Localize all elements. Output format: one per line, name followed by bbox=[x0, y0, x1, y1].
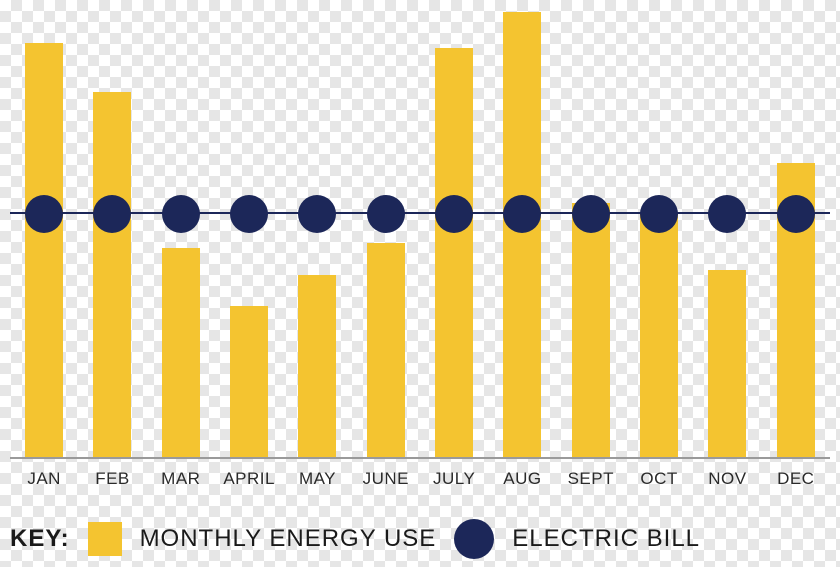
marker-oct bbox=[640, 195, 678, 233]
bar-june bbox=[367, 243, 405, 457]
page: JAN FEB MAR APRIL MAY JUNE JULY AUG SEPT… bbox=[0, 0, 840, 567]
xlabel: NOV bbox=[693, 469, 761, 489]
bar-mar bbox=[162, 248, 200, 457]
energy-chart: JAN FEB MAR APRIL MAY JUNE JULY AUG SEPT… bbox=[10, 14, 830, 489]
xlabel: SEPT bbox=[557, 469, 625, 489]
marker-mar bbox=[162, 195, 200, 233]
bar-sept bbox=[572, 203, 610, 457]
xlabel: OCT bbox=[625, 469, 693, 489]
legend-circle-label: ELECTRIC BILL bbox=[512, 525, 700, 553]
legend-swatch-circle bbox=[454, 519, 494, 559]
xlabel: JULY bbox=[420, 469, 488, 489]
bar-april bbox=[230, 306, 268, 457]
legend-key-label: KEY: bbox=[10, 525, 70, 553]
xlabel: AUG bbox=[488, 469, 556, 489]
xlabel: JUNE bbox=[352, 469, 420, 489]
marker-feb bbox=[93, 195, 131, 233]
bar-aug bbox=[503, 12, 541, 457]
bar-may bbox=[298, 275, 336, 457]
marker-may bbox=[298, 195, 336, 233]
chart-legend: KEY: MONTHLY ENERGY USE ELECTRIC BILL bbox=[10, 519, 830, 559]
marker-june bbox=[367, 195, 405, 233]
xlabel: APRIL bbox=[215, 469, 283, 489]
bar-series bbox=[10, 12, 830, 457]
xlabel: DEC bbox=[762, 469, 830, 489]
bar-nov bbox=[708, 270, 746, 457]
line-series-markers bbox=[10, 195, 830, 233]
marker-nov bbox=[708, 195, 746, 233]
xlabel: FEB bbox=[78, 469, 146, 489]
bar-oct bbox=[640, 212, 678, 457]
chart-plot-area bbox=[10, 14, 830, 459]
xlabel: JAN bbox=[10, 469, 78, 489]
bar-july bbox=[435, 48, 473, 457]
x-axis-line bbox=[10, 457, 830, 459]
legend-bar-label: MONTHLY ENERGY USE bbox=[140, 525, 437, 553]
marker-july bbox=[435, 195, 473, 233]
xlabel: MAY bbox=[283, 469, 351, 489]
marker-sept bbox=[572, 195, 610, 233]
marker-april bbox=[230, 195, 268, 233]
bar-jan bbox=[25, 43, 63, 457]
xlabel: MAR bbox=[147, 469, 215, 489]
marker-dec bbox=[777, 195, 815, 233]
x-axis-labels: JAN FEB MAR APRIL MAY JUNE JULY AUG SEPT… bbox=[10, 469, 830, 489]
marker-aug bbox=[503, 195, 541, 233]
bar-feb bbox=[93, 92, 131, 457]
marker-jan bbox=[25, 195, 63, 233]
legend-swatch-bar bbox=[88, 522, 122, 556]
